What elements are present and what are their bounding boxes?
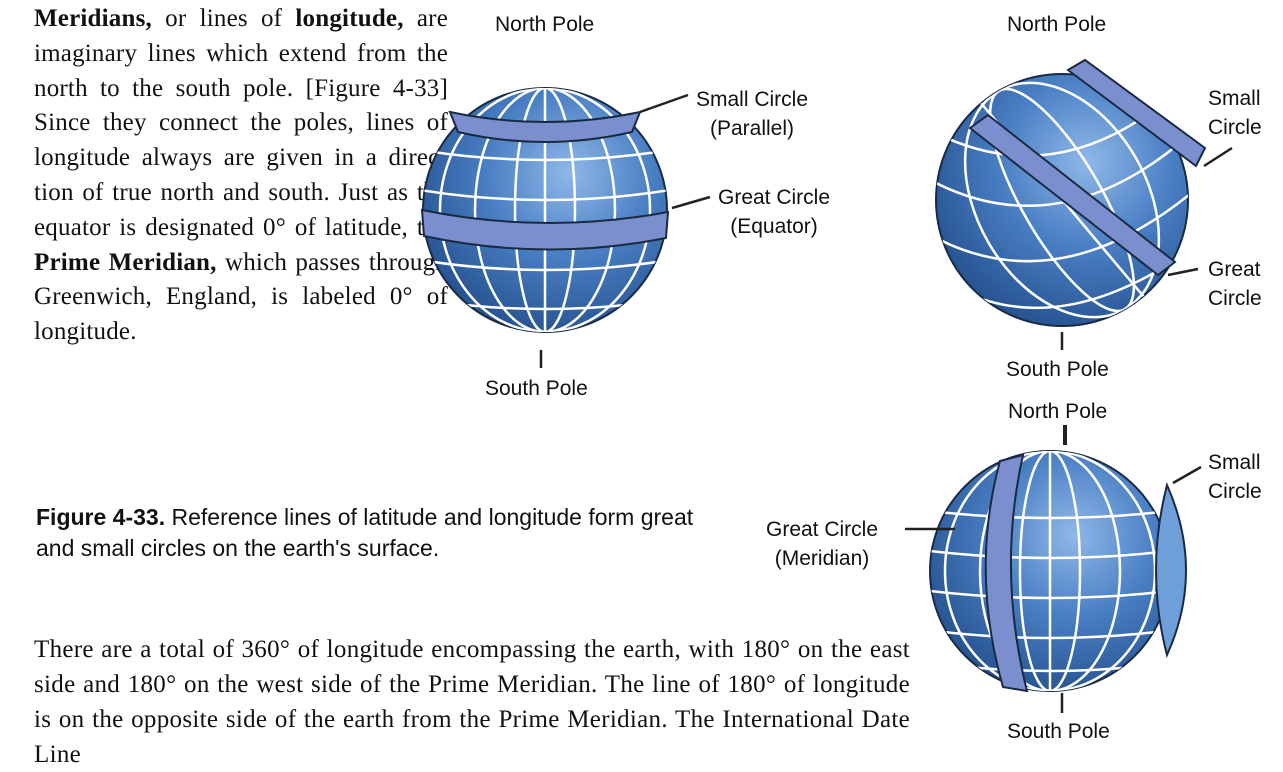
globe1-north-pole-label: North Pole — [495, 13, 595, 36]
intro-text-2: are imaginary lines which extend from th… — [34, 5, 448, 241]
globe1-small-circle-label: Small Circle (Parallel) — [696, 88, 809, 140]
globe-meridian — [905, 425, 1202, 713]
globe3-north-pole-label: North Pole — [1008, 400, 1108, 423]
longitude-paragraph: There are a total of 360° of longitude e… — [34, 636, 910, 768]
globe2-small-circle-label: Small Circle — [1208, 87, 1262, 139]
globe2-south-pole-label: South Pole — [1006, 358, 1109, 381]
globe1-south-pole-label: South Pole — [485, 377, 588, 400]
term-prime-meridian: Prime Meridian, — [34, 248, 217, 276]
term-meridians: Meridians, — [34, 5, 152, 32]
intro-text-1: or lines of — [151, 5, 296, 32]
intro-paragraph: Meridians, or lines of longitude, are im… — [34, 2, 448, 350]
globe2-great-circle-label: Great Circle — [1208, 258, 1262, 310]
figure-caption: Figure 4-33. Reference lines of latitude… — [36, 502, 736, 564]
intro-text-3: which passes through Greenwich, England,… — [34, 248, 448, 346]
figure-caption-text: Reference lines of latitude and longitud… — [36, 504, 694, 561]
term-longitude: longitude, — [295, 5, 404, 32]
globe2-north-pole-label: North Pole — [1007, 13, 1107, 36]
globe-tilted-circles — [935, 58, 1233, 350]
globe3-small-circle-label: Small Circle — [1208, 451, 1262, 503]
globe1-great-circle-label: Great Circle (Equator) — [718, 186, 831, 238]
globe3-south-pole-label: South Pole — [1007, 720, 1110, 743]
globe3-great-circle-label: Great Circle (Meridian) — [766, 518, 879, 570]
globe-equator-parallel — [420, 87, 711, 368]
figure-label: Figure 4-33. — [36, 504, 166, 530]
